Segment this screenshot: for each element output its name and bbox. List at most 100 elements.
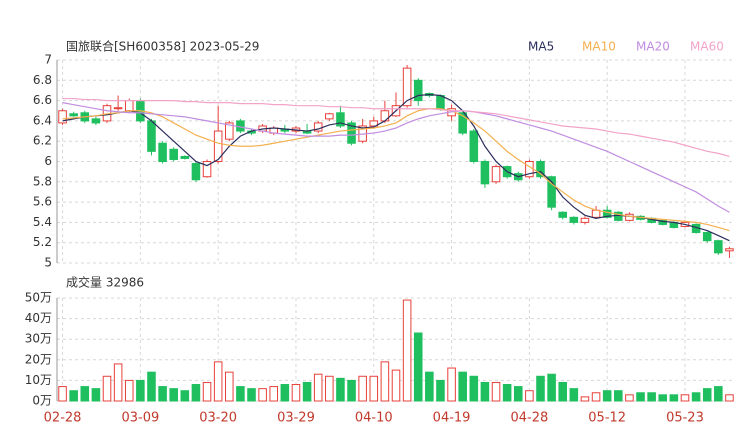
- candle-body: [580, 217, 590, 223]
- candle-body: [413, 79, 423, 102]
- volume-bar: [58, 386, 67, 402]
- candle-body: [169, 148, 178, 160]
- y-tick-label: 6.4: [33, 113, 52, 127]
- volume-bar: [691, 392, 701, 402]
- candle-body: [347, 122, 356, 144]
- candle-body: [58, 110, 67, 124]
- volume-title: 成交量 32986: [66, 275, 144, 290]
- candle-body: [469, 130, 479, 163]
- candle-body: [124, 100, 134, 112]
- volume-bar: [224, 371, 234, 402]
- volume-bar: [213, 361, 223, 402]
- candle-body: [180, 155, 190, 159]
- x-tick-label: 04-28: [510, 411, 548, 426]
- volume-bar: [714, 386, 723, 402]
- volume-bar: [180, 390, 190, 402]
- volume-bar: [602, 390, 612, 402]
- ma-line: [62, 108, 730, 232]
- volume-bar: [591, 392, 601, 402]
- candle-body: [558, 211, 568, 218]
- chart-title: 国旅联合[SH600358] 2023-05-29: [66, 39, 259, 54]
- volume-bar: [658, 394, 668, 402]
- volume-bar: [113, 363, 123, 402]
- volume-bar: [625, 394, 634, 402]
- x-tick-label: 02-28: [44, 411, 82, 426]
- volume-bar: [147, 371, 156, 402]
- volume-bar: [725, 394, 734, 402]
- candle-body: [602, 209, 612, 218]
- y-tick-label: 10万: [25, 373, 52, 387]
- volume-bar: [425, 371, 434, 402]
- x-tick-label: 04-19: [433, 411, 471, 426]
- y-tick-label: 5: [44, 256, 52, 270]
- y-tick-label: 6.8: [33, 73, 52, 87]
- volume-bar: [391, 369, 401, 402]
- candle-body: [536, 161, 545, 178]
- candle-body: [336, 112, 345, 127]
- candle-body: [547, 176, 556, 208]
- candle-body: [91, 118, 101, 124]
- candle-body: [491, 166, 501, 183]
- candle-body: [714, 240, 723, 254]
- volume-bar: [269, 386, 279, 402]
- x-tick-label: 05-23: [666, 411, 704, 426]
- y-tick-label: 40万: [25, 311, 52, 325]
- candle-body: [380, 110, 390, 122]
- legend-label: MA5: [528, 40, 554, 54]
- y-tick-label: 30万: [25, 332, 52, 346]
- volume-bar: [102, 375, 112, 402]
- candle-body: [402, 67, 412, 107]
- volume-bar: [669, 394, 679, 402]
- y-tick-label: 0万: [32, 394, 52, 408]
- candle-body: [614, 211, 623, 221]
- y-tick-label: 5.4: [33, 215, 52, 229]
- candle-body: [658, 219, 668, 225]
- volume-bar: [513, 386, 523, 402]
- candle-body: [325, 113, 334, 120]
- y-tick-label: 7: [44, 53, 52, 67]
- volume-bar: [247, 388, 256, 402]
- legend-label: MA60: [690, 40, 724, 54]
- volume-bar: [69, 390, 78, 402]
- volume-bar: [302, 381, 312, 402]
- volume-bar: [313, 373, 323, 402]
- candle-body: [436, 95, 445, 110]
- y-tick-label: 6: [44, 154, 52, 168]
- candle-body: [224, 122, 234, 140]
- volume-bar: [502, 384, 512, 402]
- y-tick-label: 6.2: [33, 134, 52, 148]
- candle-body: [158, 142, 167, 162]
- y-tick-label: 20万: [25, 352, 52, 366]
- volume-bar: [569, 388, 579, 402]
- volume-bar: [458, 371, 467, 402]
- volume-bar: [280, 384, 290, 402]
- volume-bar: [369, 375, 379, 402]
- ma-line: [62, 97, 730, 158]
- candle-body: [202, 161, 212, 178]
- x-tick-label: 04-10: [355, 411, 393, 426]
- volume-bar: [124, 379, 134, 402]
- candle-body: [313, 122, 323, 132]
- ma-line: [62, 102, 730, 213]
- x-tick-label: 03-29: [277, 411, 315, 426]
- volume-bar: [702, 388, 712, 402]
- volume-bar: [469, 375, 479, 402]
- volume-bar: [614, 390, 623, 402]
- volume-bar: [680, 394, 690, 402]
- candle-body: [458, 112, 467, 134]
- legend-label: MA10: [582, 40, 616, 54]
- volume-bar: [647, 392, 656, 402]
- volume-bar: [91, 388, 101, 402]
- volume-bar: [136, 379, 145, 402]
- candle-body: [625, 213, 634, 221]
- volume-bar: [402, 299, 412, 402]
- y-tick-label: 5.2: [33, 235, 52, 249]
- candle-body: [569, 216, 579, 223]
- candle-body: [725, 248, 734, 252]
- y-tick-label: 5.6: [33, 195, 52, 209]
- volume-bar: [436, 379, 445, 402]
- y-tick-label: 5.8: [33, 174, 52, 188]
- volume-bar: [525, 390, 534, 402]
- candle-body: [113, 107, 123, 110]
